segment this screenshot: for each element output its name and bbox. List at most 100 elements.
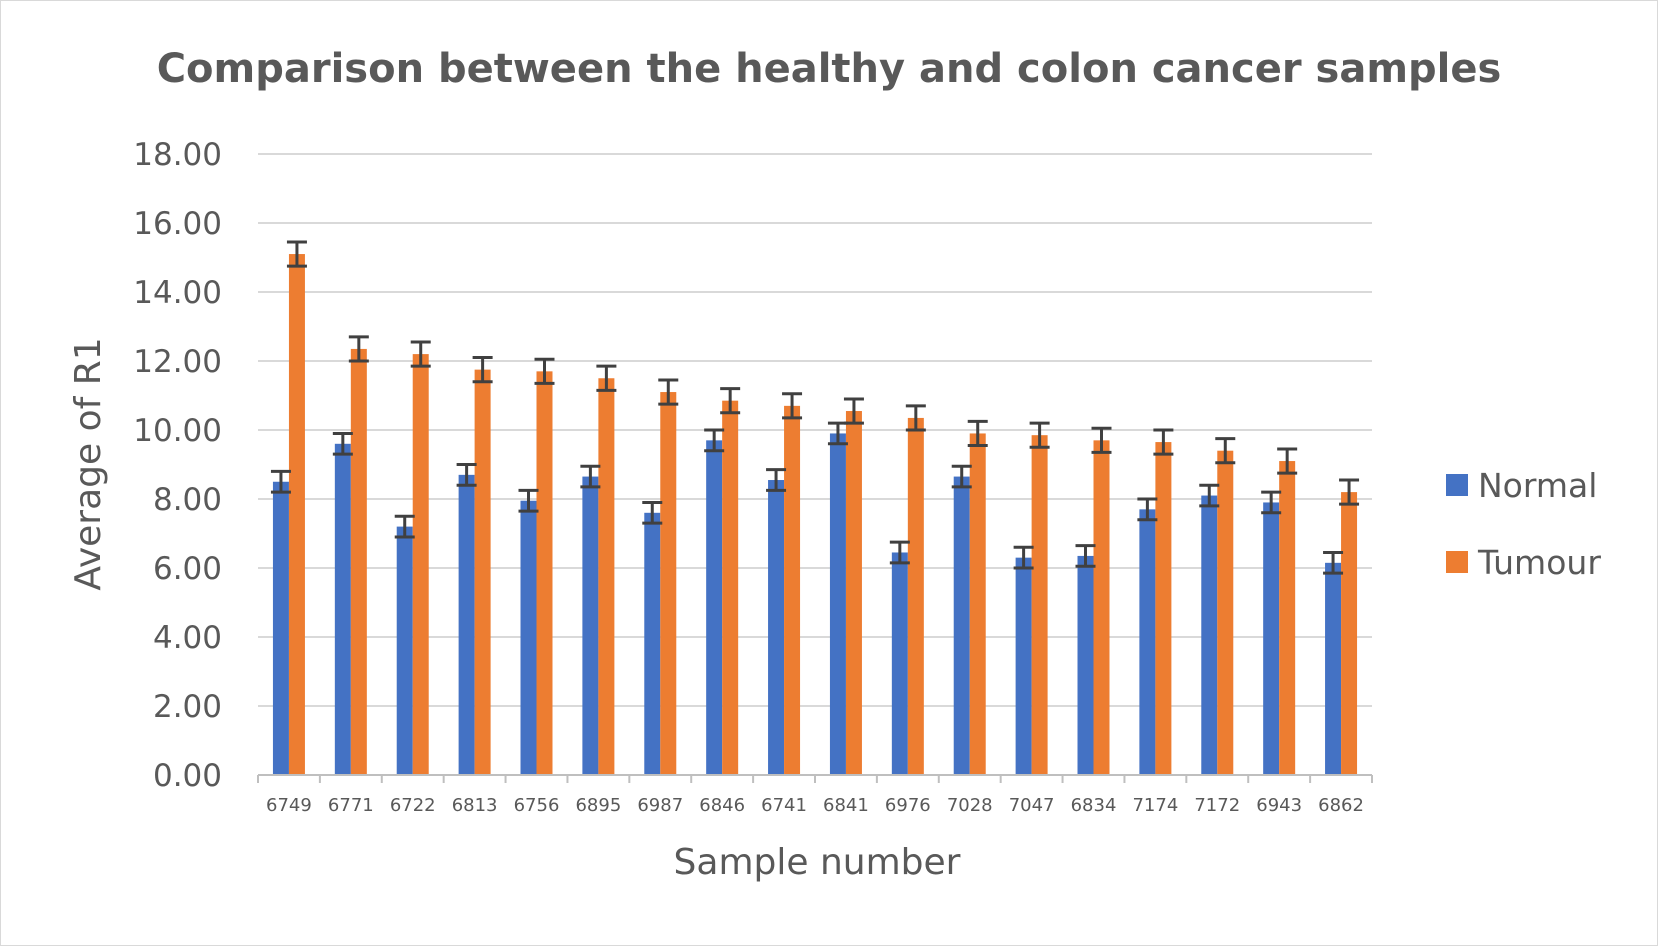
bar-normal: [706, 440, 723, 775]
legend-label: Normal: [1478, 466, 1597, 505]
bar-tumour: [474, 369, 491, 775]
bar-tumour: [536, 371, 553, 775]
error-bar-tumour: [534, 357, 555, 385]
x-tick-label: 6722: [390, 795, 436, 816]
error-bar-tumour: [967, 419, 988, 448]
y-tick-label: 12.00: [133, 344, 222, 380]
x-tick-label: 7174: [1132, 795, 1178, 816]
error-bar-tumour: [1339, 478, 1360, 506]
bar-tumour: [350, 348, 367, 775]
bar-tumour: [598, 378, 615, 775]
error-bar-tumour: [782, 392, 803, 420]
bar-normal: [1201, 495, 1218, 775]
error-bar-normal: [766, 468, 787, 492]
x-tick-label: 6756: [514, 795, 560, 816]
bar-normal: [458, 474, 475, 775]
y-tick-label: 14.00: [133, 275, 222, 311]
error-bar-tumour: [1091, 426, 1112, 454]
x-tick-label: 6741: [761, 795, 807, 816]
gridlines: [258, 153, 1372, 707]
x-tick-label: 6834: [1071, 795, 1117, 816]
bar-tumour: [1279, 461, 1296, 775]
error-bar-normal: [704, 428, 725, 453]
y-tick-label: 8.00: [153, 482, 222, 518]
bar-normal: [1139, 509, 1156, 775]
x-tick-label: 7172: [1194, 795, 1240, 816]
bar-normal: [953, 476, 970, 775]
error-bar-normal: [1323, 550, 1344, 575]
bar-normal: [1325, 562, 1342, 775]
error-bar-tumour: [1277, 447, 1298, 475]
bar-normal: [272, 481, 289, 775]
error-bar-normal: [951, 464, 972, 489]
y-tick-label: 2.00: [153, 689, 222, 725]
legend-item-tumour: Tumour: [1446, 543, 1601, 582]
bar-tumour: [1031, 435, 1048, 775]
bar-normal: [1263, 502, 1280, 775]
x-tick-label: 7047: [1009, 795, 1055, 816]
bar-tumour: [412, 354, 429, 775]
y-tick-label: 0.00: [153, 758, 222, 794]
y-tick-label: 10.00: [133, 413, 222, 449]
bar-normal: [829, 433, 846, 775]
error-bar-tumour: [596, 364, 617, 392]
x-tick-label: 6943: [1256, 795, 1302, 816]
error-bar-tumour: [348, 335, 369, 363]
y-axis-ticks: 0.00 2.00 4.00 6.00 8.00 10.00 12.00 14.00 16.00…: [133, 137, 222, 794]
error-bar-normal: [394, 514, 415, 539]
x-tick-label: 6862: [1318, 795, 1364, 816]
x-tick-label: 6813: [452, 795, 498, 816]
x-axis-ticks: 6749 6771 6722 6813 6756 6895 6987 6846 6741 6841…: [266, 795, 1364, 816]
bar-tumour: [969, 433, 986, 775]
x-tick-label: 6846: [699, 795, 745, 816]
bars: [272, 254, 1358, 776]
bar-tumour: [288, 254, 305, 776]
error-bar-tumour: [1029, 421, 1050, 449]
bar-normal: [768, 480, 785, 775]
x-tick-label: 6749: [266, 795, 312, 816]
bar-tumour: [1341, 492, 1358, 775]
y-tick-label: 4.00: [153, 620, 222, 656]
bar-tumour: [1217, 450, 1234, 775]
legend: Normal Tumour: [1446, 466, 1601, 582]
x-tick-label: 7028: [947, 795, 993, 816]
bar-normal: [644, 512, 661, 775]
bar-tumour: [722, 400, 739, 775]
bar-tumour: [660, 392, 677, 775]
error-bar-normal: [518, 488, 539, 513]
legend-swatch: [1446, 474, 1468, 496]
legend-label: Tumour: [1477, 543, 1601, 582]
bar-tumour: [845, 411, 862, 775]
error-bar-tumour: [1153, 428, 1174, 456]
bar-normal: [1015, 557, 1032, 775]
y-tick-label: 16.00: [133, 206, 222, 242]
bar-normal: [396, 526, 413, 775]
bar-normal: [520, 500, 537, 775]
legend-item-normal: Normal: [1446, 466, 1597, 505]
error-bar-tumour: [905, 404, 926, 432]
error-bar-normal: [332, 431, 353, 456]
bar-normal: [891, 552, 908, 775]
y-tick-label: 18.00: [133, 137, 222, 173]
legend-swatch: [1446, 551, 1468, 573]
bar-normal: [1077, 555, 1094, 775]
error-bar-tumour: [410, 340, 431, 368]
error-bar-tumour: [286, 240, 307, 268]
bar-tumour: [784, 405, 801, 775]
y-axis-label: Average of R1: [68, 337, 109, 590]
error-bar-normal: [1137, 497, 1158, 522]
error-bar-normal: [580, 464, 601, 489]
error-bar-normal: [270, 469, 291, 494]
error-bar-normal: [1013, 545, 1034, 570]
x-tick-label: 6841: [823, 795, 869, 816]
error-bar-normal: [1075, 544, 1096, 568]
x-tick-label: 6976: [885, 795, 931, 816]
bar-tumour: [907, 417, 924, 775]
error-bar-normal: [889, 540, 910, 565]
y-tick-label: 6.00: [153, 551, 222, 587]
error-bar-normal: [1199, 483, 1220, 508]
error-bar-tumour: [658, 378, 679, 406]
x-axis: [257, 774, 1373, 783]
